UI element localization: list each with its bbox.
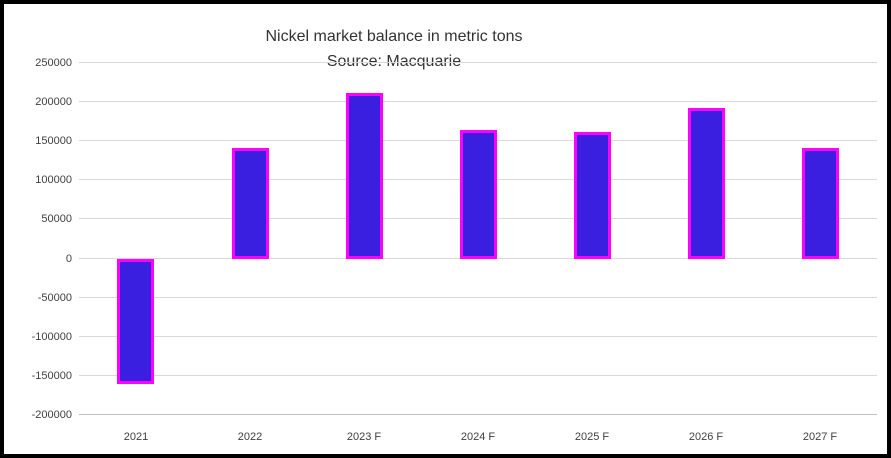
y-tick-label: -150000 [31, 369, 72, 382]
x-tick-label: 2024 F [460, 431, 496, 443]
bar-2027-f [801, 148, 839, 259]
x-axis-line [79, 414, 877, 415]
gridline [79, 62, 877, 63]
y-tick-label: -100000 [31, 330, 72, 343]
x-tick-label: 2023 F [346, 431, 382, 443]
x-tick-label: 2021 [123, 431, 149, 443]
y-axis-labels: -200000 -150000 -100000 -50000 0 50000 100000 1… [4, 57, 72, 421]
bar-2025-f [573, 131, 611, 259]
y-tick-label: 150000 [35, 135, 72, 148]
x-tick-label: 2026 F [688, 431, 724, 443]
gridline [79, 335, 877, 337]
gridline [79, 296, 877, 298]
y-tick-label: 250000 [35, 57, 72, 69]
chart-title-block: Nickel market balance in metric tons Sou… [4, 24, 784, 74]
bar-2023-f [345, 92, 383, 259]
bar-2024-f [459, 129, 497, 259]
bar-2022 [231, 148, 269, 259]
x-tick-label: 2025 F [574, 431, 610, 443]
y-tick-label: 50000 [41, 213, 72, 226]
gridline [79, 101, 877, 103]
y-tick-label: -50000 [37, 291, 72, 304]
y-tick-label: 0 [65, 252, 72, 265]
y-tick-label: 200000 [35, 96, 72, 109]
bar-2026-f [687, 107, 725, 259]
x-tick-label: 2027 F [802, 431, 838, 443]
x-axis-labels: 2021 2022 2023 F 2024 F 2025 F 2026 F 2027 F [79, 431, 877, 447]
y-tick-label: 100000 [35, 174, 72, 187]
chart-title: Nickel market balance in metric tons [265, 28, 523, 45]
x-tick-label: 2022 [237, 431, 263, 443]
plot-area [79, 62, 877, 415]
y-tick-label: -200000 [31, 409, 72, 421]
bar-2021 [117, 258, 155, 384]
chart-subtitle: Source: Macquarie [326, 53, 462, 70]
gridline [79, 374, 877, 376]
plot-row: -200000 -150000 -100000 -50000 0 50000 100000 1… [4, 57, 877, 421]
